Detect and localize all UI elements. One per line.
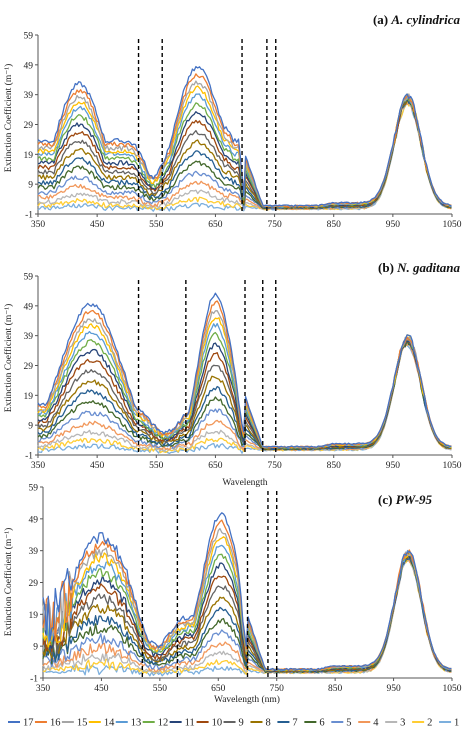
legend-item-12: 12	[142, 718, 169, 729]
legend-label: 16	[50, 718, 61, 729]
panel-c-title: (c) PW-95	[378, 492, 433, 507]
x-tick-label: 450	[90, 461, 105, 471]
x-tick-label: 350	[31, 220, 46, 230]
panel-c-xlabel: Wavelength (nm)	[214, 694, 280, 705]
panel-b-ylabel: Extinction Coefficient (m⁻¹)	[3, 304, 14, 412]
legend-item-15: 15	[61, 718, 88, 729]
y-tick-label: 9	[28, 181, 33, 191]
legend-item-8: 8	[250, 718, 271, 729]
x-tick-label: 850	[327, 220, 342, 230]
y-tick-label: -1	[30, 675, 38, 685]
legend-item-10: 10	[196, 718, 223, 729]
legend-label: 9	[239, 718, 244, 729]
legend-label: 3	[400, 718, 405, 729]
legend-item-1: 1	[439, 718, 459, 729]
y-tick-label: 29	[29, 579, 39, 589]
legend-label: 13	[131, 718, 142, 729]
y-tick-label: 39	[24, 332, 34, 342]
x-tick-label: 650	[208, 220, 223, 230]
x-tick-label: 950	[386, 461, 401, 471]
legend-item-13: 13	[115, 718, 142, 729]
panel-a-series-17-line	[37, 65, 452, 208]
panel-a-ylabel: Extinction Coefficient (m⁻¹)	[3, 64, 14, 172]
y-tick-label: 49	[24, 302, 34, 312]
legend-item-4: 4	[358, 718, 379, 729]
legend-label: 4	[373, 718, 379, 729]
legend-label: 14	[104, 718, 115, 729]
x-tick-label: 850	[328, 684, 343, 694]
x-tick-label: 750	[267, 220, 282, 230]
legend-label: 17	[23, 718, 34, 729]
y-tick-label: 19	[24, 392, 34, 402]
y-tick-label: 19	[29, 611, 39, 621]
panel-b-xlabel: Wavelength	[222, 478, 267, 488]
legend-label: 5	[346, 718, 351, 729]
legend-item-11: 11	[169, 718, 195, 729]
legend-label: 11	[185, 718, 195, 729]
y-tick-label: 19	[24, 151, 34, 161]
panel-b: (b) N. gaditana Extinction Coefficient (…	[3, 260, 462, 488]
y-tick-label: 39	[24, 91, 34, 101]
y-tick-label: -1	[25, 452, 33, 462]
legend-label: 12	[158, 718, 169, 729]
legend-label: 2	[427, 718, 432, 729]
panel-c-ylabel: Extinction Coefficient (m⁻¹)	[3, 528, 14, 636]
x-tick-label: 350	[36, 684, 51, 694]
x-tick-label: 950	[386, 684, 401, 694]
legend-label: 8	[265, 718, 270, 729]
y-tick-label: 49	[29, 515, 39, 525]
x-tick-label: 850	[327, 461, 342, 471]
x-tick-label: 950	[386, 220, 401, 230]
legend-item-9: 9	[223, 718, 244, 729]
x-tick-label: 750	[267, 461, 282, 471]
x-tick-label: 750	[270, 684, 285, 694]
y-tick-label: 9	[33, 643, 38, 653]
y-tick-label: 59	[29, 484, 39, 494]
x-tick-label: 1050	[443, 461, 462, 471]
y-tick-label: 9	[28, 422, 33, 432]
legend-label: 7	[292, 718, 297, 729]
legend: 17 16 15 14 13 12 11 10 9 8 7 6 5 4 3 2 1	[8, 718, 459, 729]
y-tick-label: 29	[24, 362, 34, 372]
panel-b-title: (b) N. gaditana	[378, 260, 460, 275]
x-tick-label: 1050	[443, 220, 462, 230]
legend-label: 1	[454, 718, 459, 729]
legend-item-3: 3	[385, 718, 405, 729]
legend-label: 6	[319, 718, 324, 729]
x-tick-label: 650	[208, 461, 223, 471]
x-tick-label: 550	[153, 684, 168, 694]
panel-a: (a) A. cylindrica Extinction Coefficient…	[3, 12, 462, 230]
x-tick-label: 350	[31, 461, 46, 471]
x-tick-label: 450	[94, 684, 109, 694]
legend-item-17: 17	[8, 718, 34, 729]
legend-item-5: 5	[331, 718, 352, 729]
y-tick-label: 59	[24, 32, 34, 42]
y-tick-label: 59	[24, 273, 34, 283]
legend-item-2: 2	[412, 718, 432, 729]
panel-c: (c) PW-95 Extinction Coefficient (m⁻¹) W…	[3, 484, 462, 706]
legend-label: 15	[77, 718, 88, 729]
x-tick-label: 650	[211, 684, 226, 694]
y-tick-label: 29	[24, 121, 34, 131]
legend-item-7: 7	[277, 718, 298, 729]
panel-a-title: (a) A. cylindrica	[373, 12, 461, 27]
legend-label: 10	[212, 718, 223, 729]
x-tick-label: 550	[149, 220, 164, 230]
y-tick-label: 49	[24, 61, 34, 71]
y-tick-label: -1	[25, 211, 33, 221]
legend-item-14: 14	[88, 718, 115, 729]
legend-item-16: 16	[34, 718, 61, 729]
x-tick-label: 550	[149, 461, 164, 471]
y-tick-label: 39	[29, 547, 39, 557]
x-tick-label: 1050	[443, 684, 462, 694]
x-tick-label: 450	[90, 220, 105, 230]
legend-item-6: 6	[304, 718, 325, 729]
